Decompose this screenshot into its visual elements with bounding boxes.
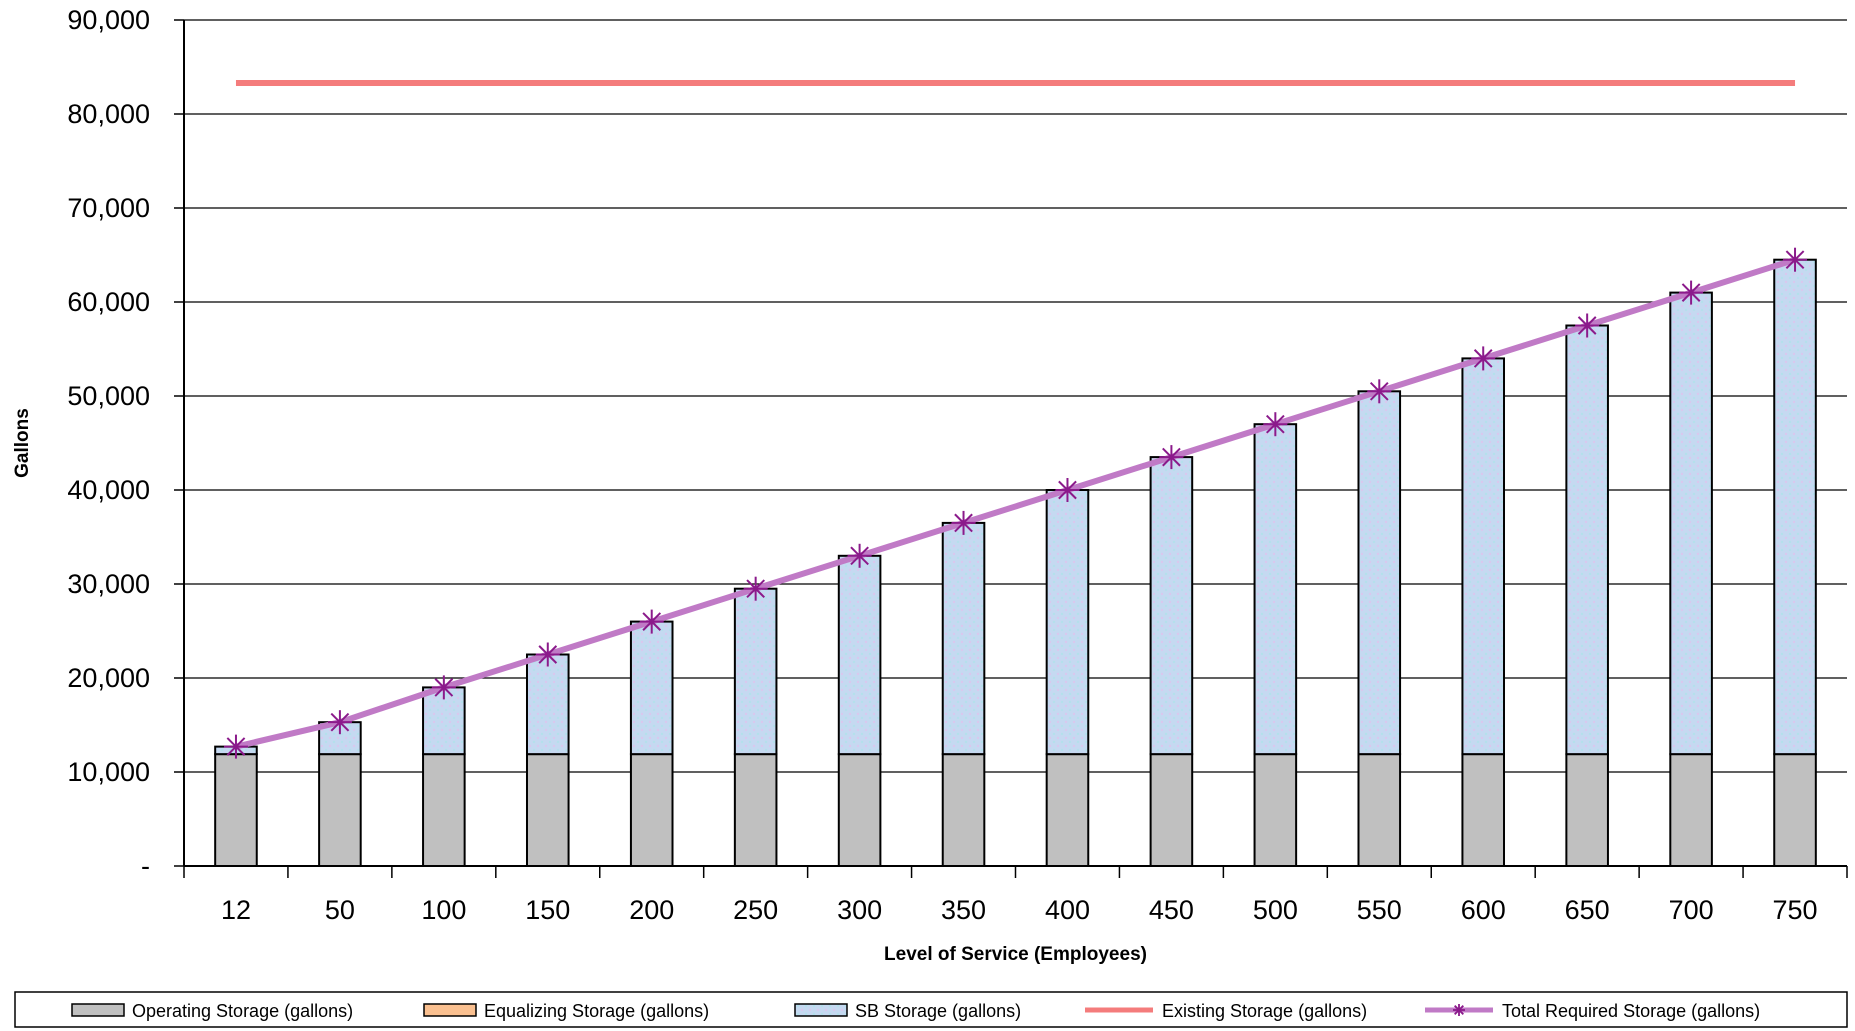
legend-label: SB Storage (gallons) (855, 1001, 1021, 1021)
x-tick-label: 350 (941, 895, 986, 925)
data-point (639, 609, 664, 634)
legend-swatch (71, 1003, 125, 1017)
x-tick-label: 150 (525, 895, 570, 925)
bar-segment (318, 753, 362, 868)
legend-label: Operating Storage (gallons) (132, 1001, 353, 1021)
legend-label: Existing Storage (gallons) (1162, 1001, 1367, 1021)
data-point (223, 734, 248, 759)
bar-segment (214, 753, 258, 868)
y-axis-title: Gallons (12, 408, 33, 478)
bar-segment (1357, 753, 1402, 868)
data-point (431, 675, 456, 700)
bar-segment (837, 753, 882, 868)
bar-segment (941, 753, 986, 868)
bar-segment (1045, 489, 1090, 756)
legend: Operating Storage (gallons) Equalizing St… (14, 991, 1848, 1028)
x-tick-label: 700 (1669, 895, 1714, 925)
y-tick-label: 30,000 (67, 569, 150, 599)
bar-segment (1253, 423, 1298, 756)
legend-item: SB Storage (gallons) (794, 1001, 1021, 1021)
bar-segment (1045, 753, 1090, 868)
y-tick-label: 10,000 (67, 757, 150, 787)
legend-swatch (423, 1003, 477, 1017)
x-tick-label: 550 (1357, 895, 1402, 925)
y-tick-label: 40,000 (67, 475, 150, 505)
bar-segment (629, 753, 674, 868)
bar-segment (1149, 456, 1194, 756)
legend-label: Equalizing Storage (gallons) (484, 1001, 709, 1021)
legend-item: Equalizing Storage (gallons) (423, 1001, 709, 1021)
y-tick-label: - (141, 851, 150, 881)
x-tick-label: 300 (837, 895, 882, 925)
data-point (1783, 247, 1808, 272)
x-tick-label: 750 (1773, 895, 1818, 925)
x-tick-label: 400 (1045, 895, 1090, 925)
bar-segment (1669, 291, 1713, 756)
y-tick-label: 70,000 (67, 193, 150, 223)
data-point (327, 710, 352, 735)
tick-labels: - 10,000 20,000 30,000 40,000 50,000 60,000 70,… (67, 5, 1817, 925)
legend-item: Operating Storage (gallons) (71, 1001, 353, 1021)
bar-segment (1253, 753, 1298, 868)
data-point (951, 510, 976, 535)
x-tick-label: 450 (1149, 895, 1194, 925)
y-tick-label: 80,000 (67, 99, 150, 129)
data-point (1055, 478, 1080, 502)
bar-segment (941, 521, 986, 756)
y-tick-label: 90,000 (67, 5, 150, 35)
data-point (1263, 412, 1288, 437)
x-axis-title: Level of Service (Employees) (884, 944, 1147, 965)
bar-segment (1669, 753, 1713, 868)
y-tick-label: 60,000 (67, 287, 150, 317)
bar-segment (733, 753, 778, 868)
x-tick-label: 500 (1253, 895, 1298, 925)
x-tick-label: 600 (1461, 895, 1506, 925)
bar-segment (1357, 390, 1402, 756)
bar-segment (629, 620, 674, 756)
legend-label: Total Required Storage (gallons) (1502, 1001, 1760, 1021)
bar-segment (1773, 753, 1817, 868)
bar-segment (1149, 753, 1194, 868)
x-tick-label: 650 (1565, 895, 1610, 925)
y-tick-label: 50,000 (67, 381, 150, 411)
y-tick-label: 20,000 (67, 663, 150, 693)
data-point (535, 642, 560, 667)
bar-segment (1461, 753, 1506, 868)
series-line (235, 256, 1796, 750)
bar-segment (1565, 753, 1609, 868)
data-point (1367, 379, 1392, 404)
bar-segment (837, 554, 882, 756)
x-tick-label: 50 (325, 895, 355, 925)
bar-segment (422, 753, 466, 868)
x-tick-label: 200 (629, 895, 674, 925)
data-point (1471, 346, 1496, 371)
data-point (847, 543, 872, 568)
data-point (1159, 445, 1184, 470)
lines (223, 79, 1808, 759)
bar-segment (1461, 357, 1506, 756)
bar-segment (1773, 258, 1817, 756)
legend-swatch (794, 1003, 848, 1017)
bar-segment (733, 587, 778, 756)
x-tick-label: 12 (221, 895, 251, 925)
x-tick-label: 100 (421, 895, 466, 925)
bar-segment (525, 653, 570, 756)
legend-item: Existing Storage (gallons) (1085, 1001, 1367, 1021)
data-point (1575, 313, 1600, 338)
x-tick-label: 250 (733, 895, 778, 925)
data-point (1679, 280, 1704, 305)
data-point (743, 576, 768, 601)
bar-segment (525, 753, 570, 868)
bars (214, 258, 1817, 868)
legend-item: Total Required Storage (gallons) (1425, 1001, 1760, 1021)
gridlines (184, 19, 1847, 773)
legend-box (14, 991, 1848, 1028)
bar-segment (1565, 324, 1609, 756)
